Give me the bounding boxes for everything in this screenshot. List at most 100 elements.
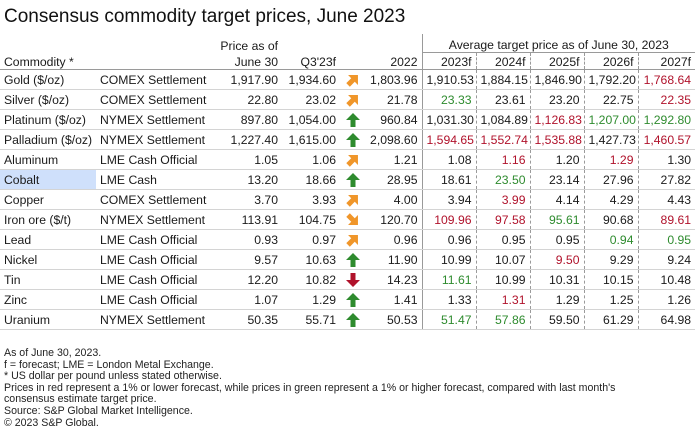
forecast-value: 1.26 [637, 289, 695, 310]
trend-cell [340, 289, 366, 310]
header-2026f: 2026f [583, 52, 638, 70]
price-q3: 23.02 [282, 89, 340, 110]
footnotes: As of June 30, 2023. f = forecast; LME =… [4, 347, 615, 429]
price-june30: 50.35 [216, 309, 282, 330]
price-june30: 0.93 [216, 229, 282, 250]
trend-cell [340, 129, 366, 150]
forecast-value: 4.43 [637, 189, 695, 210]
note-line: Source: S&P Global Market Intelligence. [4, 404, 193, 417]
arrow-diagonal-up-icon [346, 75, 358, 87]
forecast-value: 27.82 [637, 169, 695, 190]
forecast-value: 95.61 [529, 209, 584, 230]
forecast-value: 0.95 [529, 229, 584, 250]
note-line: * US dollar per pound unless stated othe… [4, 370, 222, 383]
forecast-value: 1,846.90 [529, 69, 584, 90]
arrow-diagonal-down-icon [346, 213, 358, 225]
forecast-value: 1.31 [475, 289, 530, 310]
price-q3: 10.82 [282, 269, 340, 290]
price-source: NYMEX Settlement [96, 209, 216, 230]
price-source: NYMEX Settlement [96, 129, 216, 150]
header-2022: 2022 [366, 52, 422, 70]
price-2022: 14.23 [366, 269, 422, 290]
forecast-value: 1.30 [637, 149, 695, 170]
note-line: f = forecast; LME = London Metal Exchang… [4, 358, 214, 371]
forecast-value: 64.98 [637, 309, 695, 330]
forecast-value: 109.96 [421, 209, 476, 230]
table-row: Palladium ($/oz) NYMEX Settlement 1,227.40… [0, 129, 695, 150]
arrow-up-icon [346, 293, 360, 307]
forecast-value: 1,207.00 [583, 109, 638, 130]
price-source: LME Cash Official [96, 269, 216, 290]
price-2022: 1.21 [366, 149, 422, 170]
price-2022: 50.53 [366, 309, 422, 330]
table-row: Platinum ($/oz) NYMEX Settlement 897.80 1,0… [0, 109, 695, 130]
forecast-value: 1,884.15 [475, 69, 530, 90]
price-2022: 28.95 [366, 169, 422, 190]
arrow-up-icon [346, 313, 360, 327]
header-2023f: 2023f [421, 52, 476, 70]
price-q3: 1.06 [282, 149, 340, 170]
trend-cell [340, 189, 366, 210]
header-2024f: 2024f [475, 52, 530, 70]
forecast-value: 1,594.65 [421, 129, 476, 150]
forecast-value: 1.16 [475, 149, 530, 170]
price-q3: 18.66 [282, 169, 340, 190]
trend-cell [340, 229, 366, 250]
forecast-value: 89.61 [637, 209, 695, 230]
price-june30: 113.91 [216, 209, 282, 230]
commodity-name: Silver ($/oz) [0, 89, 96, 110]
forecast-value: 1.29 [529, 289, 584, 310]
forecast-value: 23.50 [475, 169, 530, 190]
price-june30: 1,917.90 [216, 69, 282, 90]
arrow-diagonal-up-icon [346, 195, 358, 207]
price-june30: 1.05 [216, 149, 282, 170]
price-q3: 10.63 [282, 249, 340, 270]
price-q3: 1,615.00 [282, 129, 340, 150]
commodity-name: Nickel [0, 249, 96, 270]
forecast-value: 57.86 [475, 309, 530, 330]
table-row: Lead LME Cash Official 0.93 0.97 0.96 0.96 0.9… [0, 229, 695, 250]
price-2022: 0.96 [366, 229, 422, 250]
forecast-value: 1.33 [421, 289, 476, 310]
price-2022: 11.90 [366, 249, 422, 270]
commodity-name: Gold ($/oz) [0, 69, 96, 90]
note-line: consensus estimate target price. [4, 393, 157, 406]
forecast-value: 1,292.80 [637, 109, 695, 130]
forecast-value: 1,460.57 [637, 129, 695, 150]
forecast-value: 10.07 [475, 249, 530, 270]
price-june30: 13.20 [216, 169, 282, 190]
price-source: NYMEX Settlement [96, 109, 216, 130]
commodity-name: Palladium ($/oz) [0, 129, 96, 150]
arrow-diagonal-up-icon [346, 235, 358, 247]
arrow-up-icon [346, 173, 360, 187]
forecast-value: 22.35 [637, 89, 695, 110]
forecast-value: 90.68 [583, 209, 638, 230]
forecast-value: 61.29 [583, 309, 638, 330]
note-line: © 2023 S&P Global. [4, 416, 99, 429]
price-june30: 897.80 [216, 109, 282, 130]
forecast-value: 0.95 [637, 229, 695, 250]
forecast-value: 9.50 [529, 249, 584, 270]
price-q3: 1,934.60 [282, 69, 340, 90]
price-source: LME Cash Official [96, 149, 216, 170]
forecast-value: 3.94 [421, 189, 476, 210]
forecast-value: 23.14 [529, 169, 584, 190]
forecast-value: 23.33 [421, 89, 476, 110]
trend-cell [340, 269, 366, 290]
table-row: Cobalt LME Cash 13.20 18.66 28.95 18.61 23.50 2… [0, 169, 695, 190]
forecast-value: 1,768.64 [637, 69, 695, 90]
table-row: Nickel LME Cash Official 9.57 10.63 11.90 10.… [0, 249, 695, 270]
forecast-value: 1,792.20 [583, 69, 638, 90]
forecast-value: 10.31 [529, 269, 584, 290]
price-q3: 104.75 [282, 209, 340, 230]
table-row: Iron ore ($/t) NYMEX Settlement 113.91 104.… [0, 209, 695, 230]
price-2022: 1,803.96 [366, 69, 422, 90]
price-june30: 1,227.40 [216, 129, 282, 150]
forecast-value: 1,031.30 [421, 109, 476, 130]
forecast-value: 4.29 [583, 189, 638, 210]
forecast-value: 10.48 [637, 269, 695, 290]
table-row: Aluminum LME Cash Official 1.05 1.06 1.21 1.0… [0, 149, 695, 170]
commodity-name: Aluminum [0, 149, 96, 170]
forecast-value: 9.24 [637, 249, 695, 270]
arrow-up-icon [346, 133, 360, 147]
